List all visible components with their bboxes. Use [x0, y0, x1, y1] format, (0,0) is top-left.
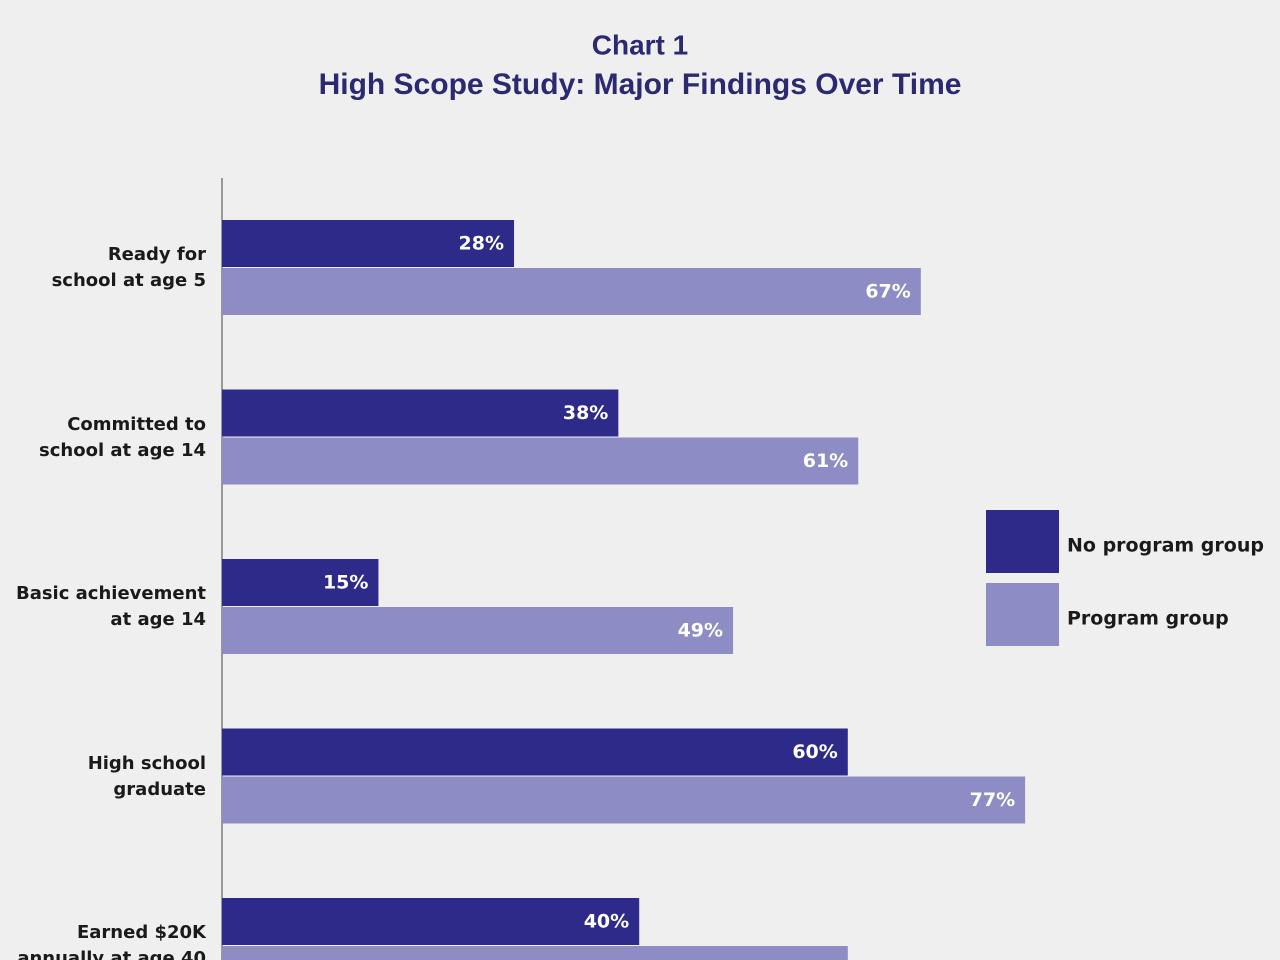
- bar: [222, 389, 619, 437]
- value-label: 61%: [803, 450, 848, 472]
- value-label: 60%: [792, 959, 837, 960]
- value-label: 67%: [865, 281, 910, 303]
- category-label: Committed to school at age 14: [39, 413, 206, 461]
- bar: [222, 607, 734, 654]
- legend-swatch: [986, 583, 1059, 646]
- chart-title: Chart 1: [592, 29, 688, 60]
- category-label: Earned $20K annually at age 40: [17, 922, 206, 960]
- value-label: 38%: [563, 402, 608, 424]
- bar: [222, 559, 379, 606]
- category-label: High school graduate: [87, 752, 206, 800]
- value-label: 15%: [323, 572, 368, 594]
- value-label: 40%: [584, 911, 629, 933]
- category-label: Basic achievement at age 14: [15, 583, 206, 630]
- value-label: 77%: [970, 789, 1015, 811]
- bar: [222, 268, 921, 315]
- value-label: 49%: [678, 620, 723, 642]
- bar: [222, 437, 859, 485]
- bar: [222, 220, 515, 267]
- legend-label: No program group: [1067, 535, 1264, 557]
- value-label: 28%: [459, 233, 504, 255]
- category-label: Ready for school at age 5: [51, 244, 206, 291]
- bar: [222, 898, 640, 945]
- bar: [222, 776, 1026, 824]
- bar: [222, 946, 848, 960]
- bar: [222, 728, 848, 776]
- chart-subtitle: High Scope Study: Major Findings Over Ti…: [319, 68, 962, 101]
- legend-label: Program group: [1067, 608, 1229, 630]
- legend-swatch: [986, 510, 1059, 573]
- value-label: 60%: [792, 741, 837, 763]
